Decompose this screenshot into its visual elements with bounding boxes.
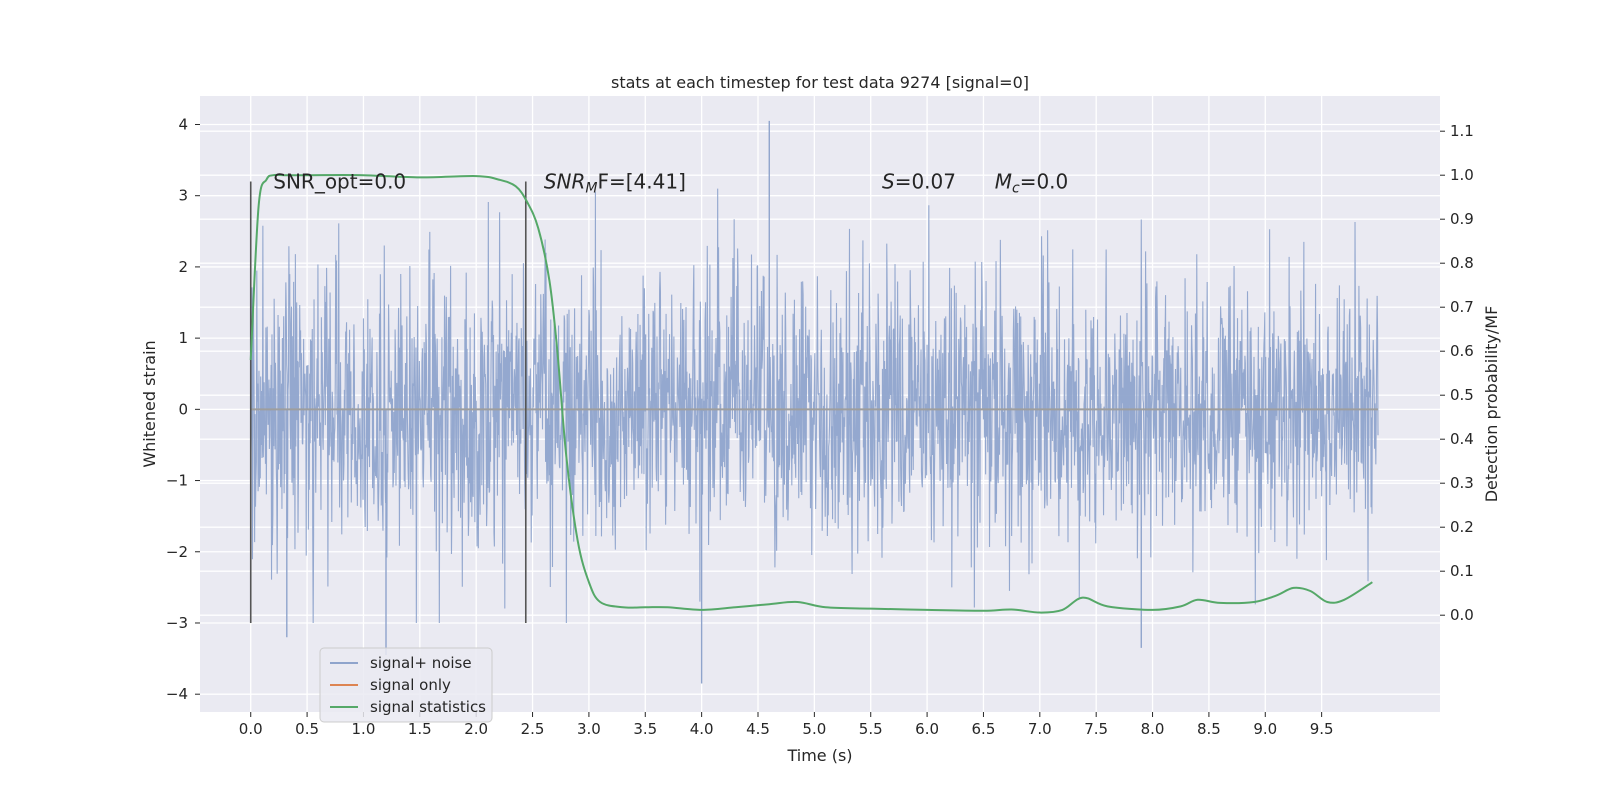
y-tick-label: 0 (178, 400, 188, 418)
annotations: SNR_opt=0.0 SNRMF=[4.41] S=0.07 Mc=0.0 (273, 169, 1068, 196)
legend-label-signal: signal only (370, 676, 451, 694)
x-tick-label: 6.5 (972, 720, 996, 738)
y2-tick-label: 0.6 (1450, 342, 1474, 360)
y2-tick-label: 1.0 (1450, 166, 1474, 184)
y2-tick-label: 0.4 (1450, 430, 1474, 448)
y-tick-label: −3 (166, 614, 188, 632)
legend-label-statistics: signal statistics (370, 698, 486, 716)
x-tick-label: 7.5 (1084, 720, 1108, 738)
y2-tick-label: 0.7 (1450, 298, 1474, 316)
x-tick-label: 3.0 (577, 720, 601, 738)
y2-axis-label: Detection probability/MF (1482, 306, 1501, 503)
y-tick-label: −1 (166, 472, 188, 490)
x-tick-label: 1.0 (352, 720, 376, 738)
x-tick-label: 5.0 (802, 720, 826, 738)
x-tick-label: 7.0 (1028, 720, 1052, 738)
series-signal-statistics (249, 173, 1373, 614)
y2-tick-label: 0.5 (1450, 386, 1474, 404)
x-tick-label: 3.5 (633, 720, 657, 738)
series-signal-noise (250, 120, 1379, 684)
annotation-0: SNR_opt=0.0 (273, 169, 406, 193)
x-tick-label: 2.0 (464, 720, 488, 738)
x-tick-label: 9.0 (1253, 720, 1277, 738)
statistics-line (249, 173, 1373, 614)
x-tick-label: 2.5 (521, 720, 545, 738)
annotation-2: S=0.07 (882, 169, 956, 193)
annotation-3: Mc=0.0 (995, 169, 1069, 196)
y2-tick-label: 1.1 (1450, 122, 1474, 140)
x-tick-label: 5.5 (859, 720, 883, 738)
legend: signal+ noise signal only signal statist… (319, 647, 493, 723)
x-tick-label: 0.0 (239, 720, 263, 738)
x-axis-label: Time (s) (786, 746, 852, 765)
x-tick-label: 8.0 (1141, 720, 1165, 738)
chart-title: stats at each timestep for test data 927… (611, 73, 1029, 92)
x-tick-label: 9.5 (1310, 720, 1334, 738)
y2-tick-label: 0.3 (1450, 474, 1474, 492)
y2-tick-label: 0.9 (1450, 210, 1474, 228)
y-tick-label: 2 (178, 258, 188, 276)
annotation-1: SNRMF=[4.41] (544, 169, 686, 196)
y-tick-label: 3 (178, 187, 188, 205)
y2-tick-label: 0.8 (1450, 254, 1474, 272)
y-tick-label: 4 (178, 115, 188, 133)
vertical-markers (249, 181, 527, 623)
y-tick-label: 1 (178, 329, 188, 347)
y2-tick-label: 0.0 (1450, 606, 1474, 624)
x-tick-label: 8.5 (1197, 720, 1221, 738)
x-tick-label: 4.0 (690, 720, 714, 738)
x-tick-label: 4.5 (746, 720, 770, 738)
legend-label-noise: signal+ noise (370, 654, 472, 672)
x-tick-label: 0.5 (295, 720, 319, 738)
y-tick-label: −2 (166, 543, 188, 561)
y-tick-label: −4 (166, 685, 188, 703)
noise-trace (250, 188, 1379, 623)
y2-axis-ticks: 1.1 1.0 0.9 0.8 0.7 0.6 0.5 0.4 0.3 0.2 0.1 0.0 (1440, 122, 1474, 624)
x-tick-label: 6.0 (915, 720, 939, 738)
x-tick-label: 1.5 (408, 720, 432, 738)
y2-tick-label: 0.1 (1450, 562, 1474, 580)
y-axis-ticks: 4 3 2 1 0 −1 −2 −3 −4 (166, 115, 200, 703)
x-axis-ticks: 0.0 0.5 1.0 1.5 2.0 2.5 3.0 3.5 4.0 4.5 5.0 5.5 6.0 6… (239, 712, 1334, 738)
legend-box (319, 647, 493, 723)
y2-tick-label: 0.2 (1450, 518, 1474, 536)
y-axis-label: Whitened strain (140, 340, 159, 467)
